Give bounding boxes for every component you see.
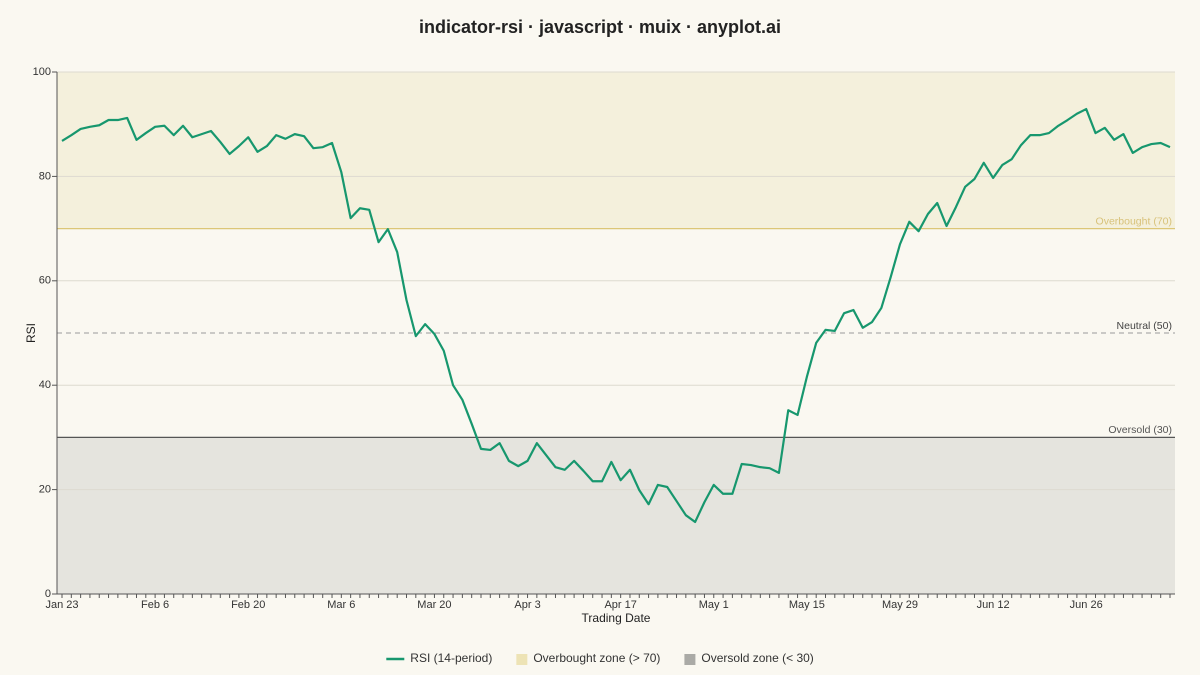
y-tick-label: 80 — [39, 170, 51, 182]
zone — [57, 72, 1175, 229]
reference-label: Overbought (70) — [1096, 215, 1172, 227]
x-tick-label: Jun 26 — [1070, 599, 1103, 611]
legend-item: Overbought zone (> 70) — [516, 651, 660, 665]
legend: RSI (14-period) Overbought zone (> 70) Ove… — [386, 651, 814, 665]
legend-label: Oversold zone (< 30) — [701, 651, 813, 665]
x-tick-label: Feb 20 — [231, 599, 265, 611]
reference-label: Neutral (50) — [1117, 320, 1172, 332]
x-tick-label: Jan 23 — [45, 599, 78, 611]
legend-item: Oversold zone (< 30) — [684, 651, 814, 665]
chart-title: indicator-rsi · javascript · muix · anyp… — [419, 17, 781, 37]
x-tick-label: Mar 6 — [327, 599, 355, 611]
reference-label: Oversold (30) — [1108, 424, 1172, 436]
legend-label: RSI (14-period) — [410, 651, 492, 665]
legend-label: Overbought zone (> 70) — [533, 651, 660, 665]
x-tick-label: Apr 17 — [604, 599, 636, 611]
legend-item: RSI (14-period) — [386, 651, 492, 665]
x-tick-label: Apr 3 — [514, 599, 540, 611]
x-tick-label: Mar 20 — [417, 599, 451, 611]
x-axis-title: Trading Date — [582, 611, 651, 625]
y-tick-label: 40 — [39, 379, 51, 391]
x-tick-label: May 29 — [882, 599, 918, 611]
y-tick-label: 20 — [39, 484, 51, 496]
y-tick-label: 100 — [33, 66, 51, 78]
x-tick-label: May 1 — [699, 599, 729, 611]
x-tick-label: May 15 — [789, 599, 825, 611]
legend-swatch — [516, 654, 528, 665]
legend-swatch — [684, 654, 696, 665]
y-tick-label: 0 — [45, 588, 51, 600]
zone — [57, 437, 1175, 594]
y-tick-label: 60 — [39, 275, 51, 287]
x-tick-label: Feb 6 — [141, 599, 169, 611]
x-tick-label: Jun 12 — [977, 599, 1010, 611]
y-axis-title: RSI — [24, 323, 38, 343]
rsi-line — [61, 107, 1171, 524]
